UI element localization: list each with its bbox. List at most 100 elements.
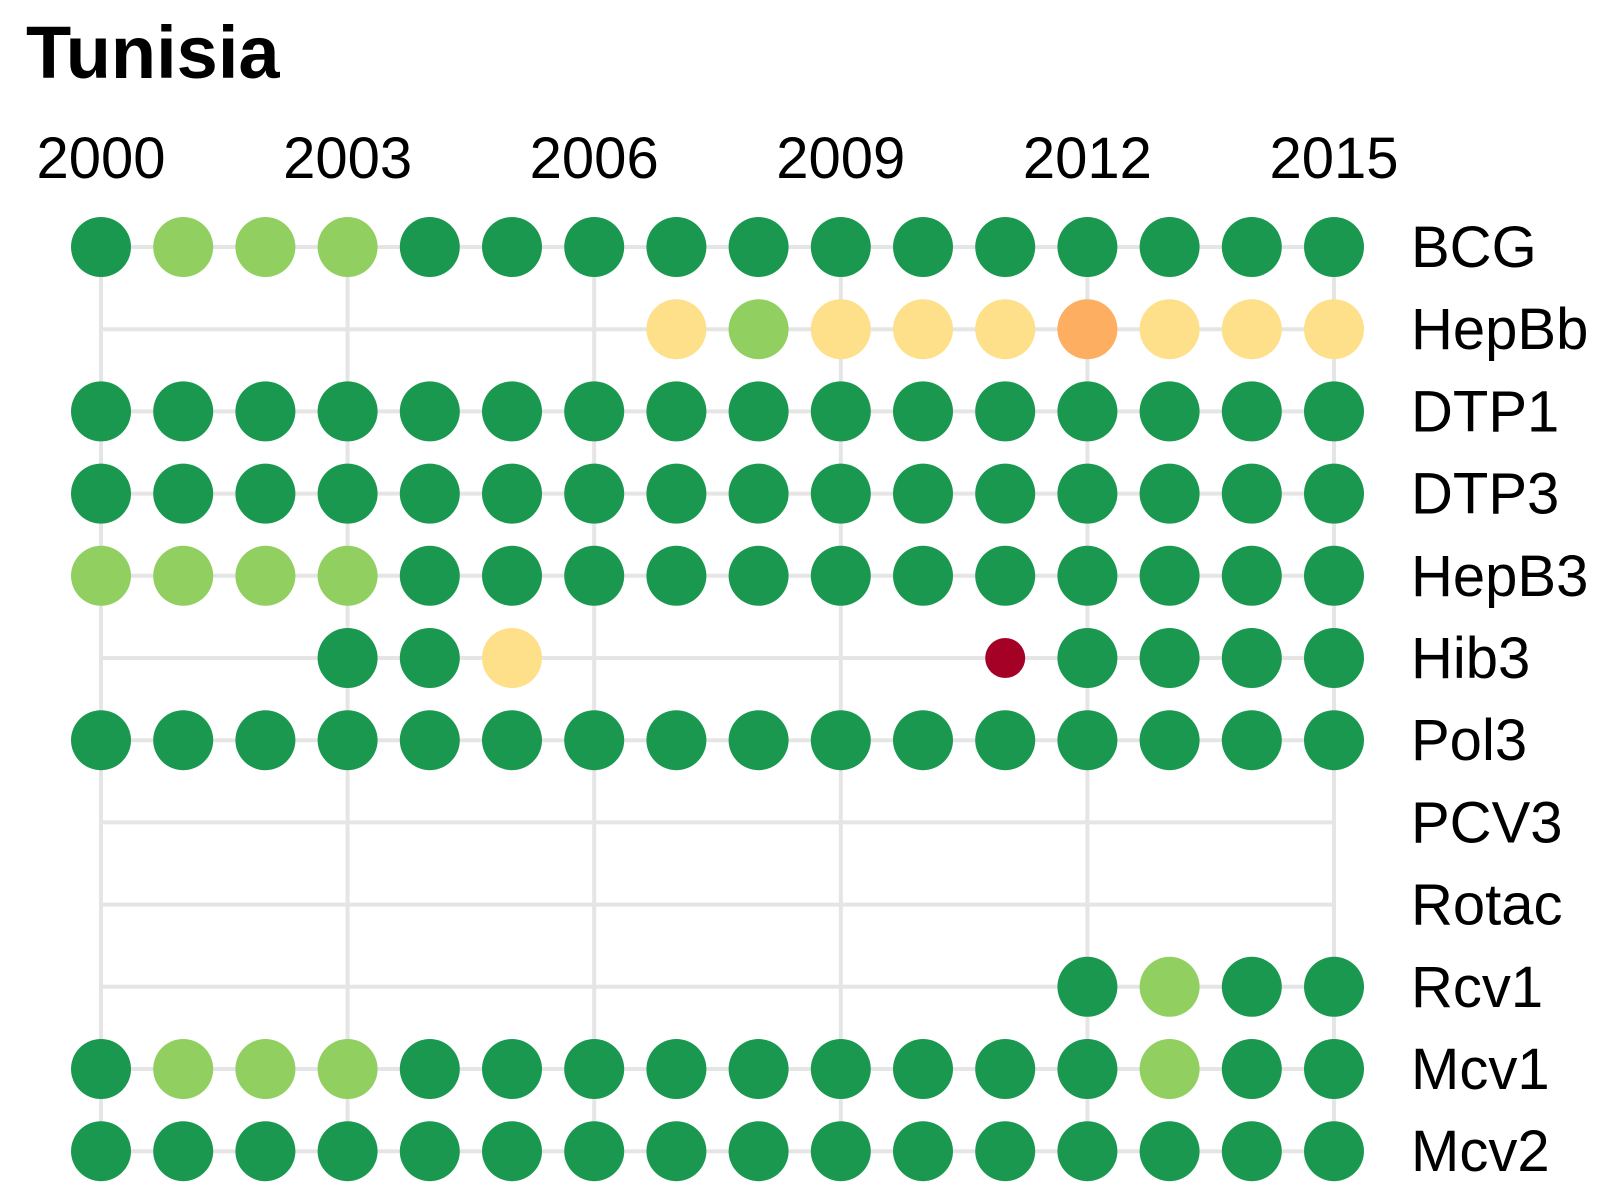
dot-dtp3-2007 <box>646 463 707 524</box>
dot-dtp3-2008 <box>728 463 789 524</box>
dot-hib3-2015 <box>1304 628 1364 688</box>
vaccine-row-labels: BCG HepBb DTP1 DTP3 HepB3 Hib3 Pol3 PCV3 Rotac Rc… <box>1411 215 1588 1184</box>
dot-hepb3-2013 <box>1139 545 1200 606</box>
dot-dtp1-2015 <box>1304 381 1364 442</box>
dot-hepbb-2008 <box>728 299 789 360</box>
x-tick-label-2015: 2015 <box>1269 126 1398 191</box>
dot-hepb3-2007 <box>646 545 707 606</box>
dot-dtp1-2001 <box>153 381 214 442</box>
dot-dtp3-2010 <box>893 463 953 524</box>
row-label-hepbb: HepBb <box>1411 297 1588 362</box>
dot-rcv1-2015 <box>1304 956 1364 1017</box>
dot-pol3-2015 <box>1304 710 1364 771</box>
dot-hepbb-2011 <box>975 299 1036 360</box>
dot-mcv2-2012 <box>1057 1121 1118 1182</box>
dot-mcv1-2000 <box>71 1039 131 1099</box>
row-label-rcv1: Rcv1 <box>1411 955 1543 1020</box>
dot-dtp3-2000 <box>71 463 131 524</box>
dot-mcv2-2004 <box>399 1121 460 1182</box>
dot-bcg-2001 <box>153 217 214 277</box>
dot-dtp3-2014 <box>1221 463 1282 524</box>
dot-dtp1-2002 <box>235 381 296 442</box>
dot-hepb3-2008 <box>728 545 789 606</box>
dot-dtp1-2012 <box>1057 381 1118 442</box>
row-label-pcv3: PCV3 <box>1411 790 1563 855</box>
dot-mcv2-2007 <box>646 1121 707 1182</box>
dot-dtp3-2005 <box>482 463 542 524</box>
dot-bcg-2005 <box>482 217 542 277</box>
dot-mcv2-2008 <box>728 1121 789 1182</box>
dot-pol3-2005 <box>482 710 542 771</box>
dot-mcv2-2005 <box>482 1121 542 1182</box>
dot-pol3-2002 <box>235 710 296 771</box>
dot-hepb3-2014 <box>1221 545 1282 606</box>
dot-dtp1-2011 <box>975 381 1036 442</box>
dot-dtp3-2002 <box>235 463 296 524</box>
dot-pol3-2010 <box>893 710 953 771</box>
dot-mcv2-2001 <box>153 1121 214 1182</box>
dot-hib3-2013 <box>1139 628 1200 688</box>
dot-bcg-2002 <box>235 217 296 277</box>
dot-bcg-2008 <box>728 217 789 277</box>
dot-dtp3-2013 <box>1139 463 1200 524</box>
dot-dtp1-2004 <box>399 381 460 442</box>
coverage-dots <box>71 217 1364 1182</box>
dot-dtp3-2015 <box>1304 463 1364 524</box>
dot-hepb3-2015 <box>1304 545 1364 606</box>
row-label-bcg: BCG <box>1411 215 1537 280</box>
dot-hepb3-2000 <box>71 545 131 606</box>
row-label-hepb3: HepB3 <box>1411 544 1588 609</box>
dot-mcv2-2009 <box>810 1121 871 1182</box>
dot-mcv1-2009 <box>810 1039 871 1099</box>
dot-mcv2-2010 <box>893 1121 953 1182</box>
x-tick-label-2012: 2012 <box>1023 126 1152 191</box>
dot-pol3-2003 <box>317 710 378 771</box>
dot-pol3-2001 <box>153 710 214 771</box>
row-label-rotac: Rotac <box>1411 873 1563 938</box>
dot-hib3-2003 <box>317 628 378 688</box>
dot-pol3-2004 <box>399 710 460 771</box>
dot-bcg-2013 <box>1139 217 1200 277</box>
dot-mcv1-2012 <box>1057 1039 1118 1099</box>
dot-hepb3-2005 <box>482 545 542 606</box>
dot-mcv2-2006 <box>564 1121 625 1182</box>
grid-lines <box>99 245 1336 1154</box>
dot-bcg-2007 <box>646 217 707 277</box>
dot-dtp1-2014 <box>1221 381 1282 442</box>
dot-dtp1-2006 <box>564 381 625 442</box>
dot-bcg-2010 <box>893 217 953 277</box>
row-label-mcv2: Mcv2 <box>1411 1119 1550 1184</box>
dot-hib3-2012 <box>1057 628 1118 688</box>
dot-mcv1-2011 <box>975 1039 1036 1099</box>
dot-hib3-2004 <box>399 628 460 688</box>
dot-dtp1-2010 <box>893 381 953 442</box>
dot-pol3-2000 <box>71 710 131 771</box>
dot-mcv1-2005 <box>482 1039 542 1099</box>
dot-mcv2-2015 <box>1304 1121 1364 1182</box>
dot-rcv1-2012 <box>1057 956 1118 1017</box>
dot-mcv1-2004 <box>399 1039 460 1099</box>
dot-pol3-2013 <box>1139 710 1200 771</box>
dot-rcv1-2013 <box>1139 956 1200 1017</box>
dot-dtp1-2007 <box>646 381 707 442</box>
dot-dtp1-2009 <box>810 381 871 442</box>
dot-mcv2-2011 <box>975 1121 1036 1182</box>
dot-bcg-2014 <box>1221 217 1282 277</box>
dot-mcv1-2007 <box>646 1039 707 1099</box>
dot-dtp1-2008 <box>728 381 789 442</box>
dot-hepb3-2004 <box>399 545 460 606</box>
dot-pol3-2011 <box>975 710 1036 771</box>
row-label-hib3: Hib3 <box>1411 626 1530 691</box>
dot-hib3-2014 <box>1221 628 1282 688</box>
dot-bcg-2000 <box>71 217 131 277</box>
dot-hepb3-2011 <box>975 545 1036 606</box>
dot-hepb3-2010 <box>893 545 953 606</box>
dot-mcv1-2015 <box>1304 1039 1364 1099</box>
dot-mcv2-2014 <box>1221 1121 1282 1182</box>
dot-mcv1-2014 <box>1221 1039 1282 1099</box>
dot-dtp1-2005 <box>482 381 542 442</box>
dot-mcv1-2013 <box>1139 1039 1200 1099</box>
dot-mcv1-2008 <box>728 1039 789 1099</box>
x-tick-label-2003: 2003 <box>283 126 412 191</box>
